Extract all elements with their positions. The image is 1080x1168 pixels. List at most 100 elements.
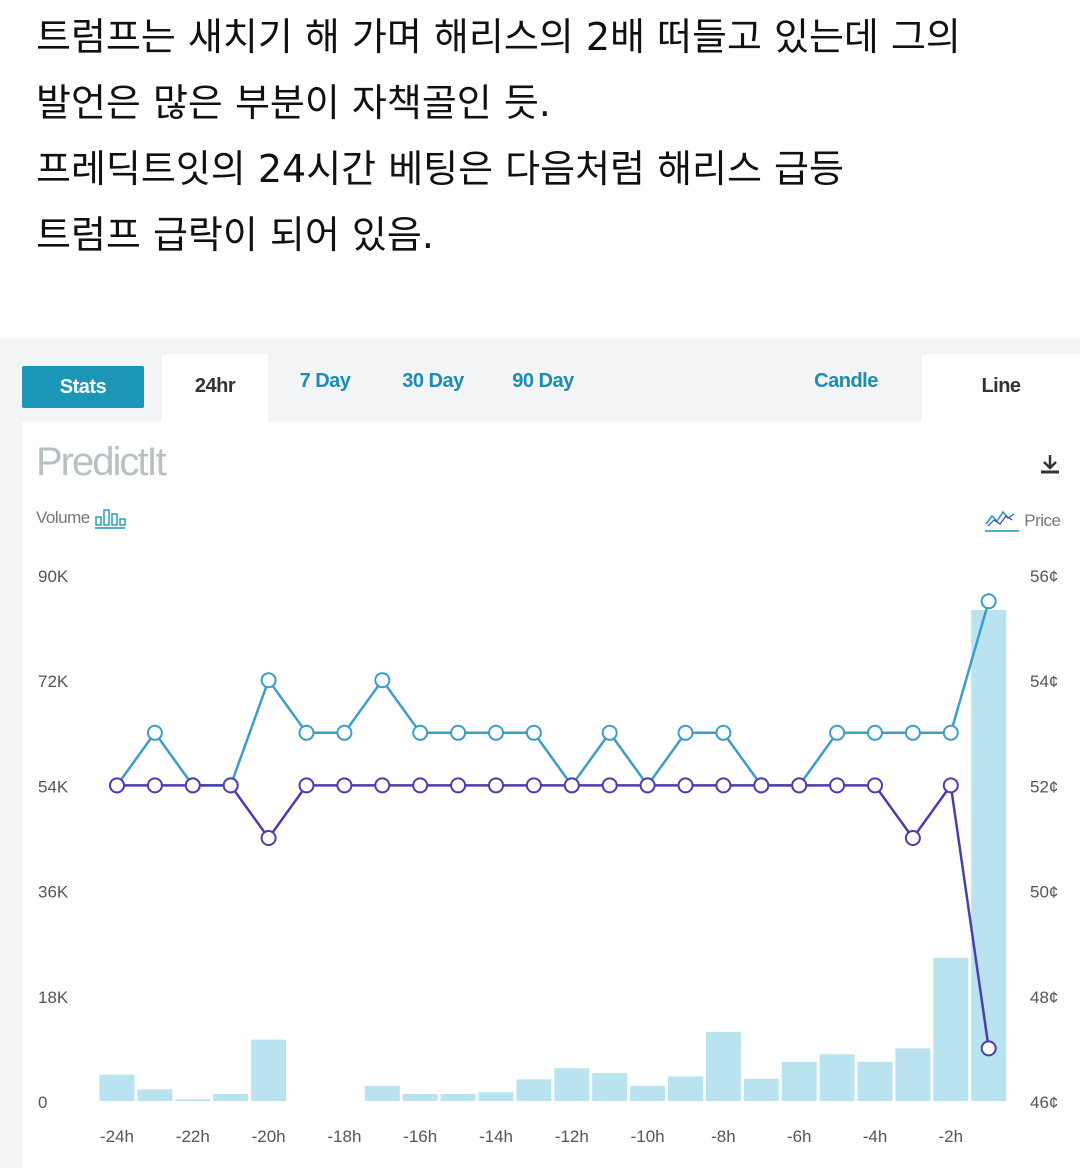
volume-legend-label: Volume bbox=[36, 508, 90, 527]
price-point bbox=[639, 777, 656, 794]
volume-bar bbox=[857, 1061, 893, 1101]
price-legend-label: Price bbox=[1024, 511, 1061, 530]
volume-bar bbox=[175, 1099, 211, 1101]
price-point bbox=[904, 724, 921, 741]
volume-bar bbox=[705, 1032, 741, 1101]
price-point bbox=[146, 724, 163, 741]
price-point bbox=[146, 777, 163, 794]
price-point bbox=[260, 672, 277, 689]
price-point bbox=[260, 830, 277, 846]
price-point bbox=[450, 724, 467, 741]
volume-bar bbox=[402, 1093, 438, 1101]
volume-bar bbox=[554, 1068, 590, 1101]
price-point bbox=[412, 777, 429, 794]
time-axis-tick-label: -18h bbox=[327, 1127, 361, 1146]
volume-bar bbox=[251, 1039, 287, 1101]
post-line-5: 트럼프 급락이 되어 있음. bbox=[36, 213, 434, 257]
price-point bbox=[942, 777, 959, 794]
price-point bbox=[867, 777, 883, 794]
price-point bbox=[791, 777, 808, 794]
post-line-1: 트럼프는 새치기 해 가며 해리스의 2배 떠들고 있는데 그의 bbox=[36, 15, 961, 59]
price-point bbox=[867, 724, 883, 741]
price-point bbox=[298, 724, 315, 741]
post-line-2: 발언은 많은 부분이 자책골인 듯. bbox=[36, 81, 551, 125]
time-axis-tick-label: -6h bbox=[787, 1127, 812, 1146]
download-icon-glyph bbox=[1041, 455, 1059, 474]
price-series-line bbox=[115, 600, 990, 788]
price-point bbox=[222, 777, 239, 794]
download-icon[interactable] bbox=[1038, 452, 1062, 484]
price-point bbox=[336, 724, 353, 741]
price-point bbox=[601, 724, 618, 741]
price-point bbox=[677, 724, 694, 741]
price-point bbox=[980, 593, 997, 610]
time-axis-tick-label: -14h bbox=[479, 1127, 513, 1146]
tab-line[interactable]: Line bbox=[922, 354, 1080, 422]
time-axis-tick-label: -4h bbox=[863, 1127, 888, 1146]
price-point bbox=[336, 777, 353, 794]
volume-bar bbox=[971, 610, 1007, 1101]
tab-90-day[interactable]: 90 Day bbox=[512, 370, 574, 392]
price-point bbox=[753, 777, 770, 794]
volume-axis-tick-label: 54K bbox=[38, 777, 69, 796]
price-point bbox=[488, 777, 504, 794]
volume-bar bbox=[478, 1092, 514, 1101]
time-axis-tick-label: -22h bbox=[176, 1127, 210, 1146]
volume-bar bbox=[364, 1085, 400, 1101]
price-point bbox=[488, 724, 504, 741]
volume-bar bbox=[781, 1061, 817, 1101]
price-axis-tick-label: 52¢ bbox=[1030, 777, 1058, 796]
price-point bbox=[715, 724, 732, 741]
tab-30-day[interactable]: 30 Day bbox=[402, 370, 464, 392]
price-series-line bbox=[117, 782, 990, 1049]
predictit-widget: Stats 24hr 7 Day 30 Day 90 Day Candle Li… bbox=[0, 338, 1080, 1168]
bar-chart-icon bbox=[94, 509, 126, 529]
price-point bbox=[601, 777, 618, 794]
price-point bbox=[525, 724, 542, 741]
price-point bbox=[904, 830, 921, 846]
volume-bar bbox=[516, 1079, 552, 1101]
volume-bar bbox=[213, 1093, 249, 1101]
price-point bbox=[450, 777, 467, 794]
price-axis-tick-label: 56¢ bbox=[1030, 567, 1058, 586]
volume-axis-tick-label: 36K bbox=[38, 883, 69, 902]
tab-candle[interactable]: Candle bbox=[814, 370, 878, 392]
volume-axis-tick-label: 0 bbox=[38, 1093, 47, 1112]
price-point bbox=[374, 777, 391, 794]
volume-bar bbox=[630, 1085, 666, 1101]
line-chart-icon bbox=[985, 510, 1019, 532]
volume-bar bbox=[440, 1093, 476, 1101]
volume-bar bbox=[895, 1048, 931, 1101]
price-point bbox=[109, 777, 125, 794]
price-point bbox=[374, 672, 391, 689]
volume-bar bbox=[743, 1078, 779, 1101]
price-point bbox=[563, 777, 580, 794]
volume-axis-tick-label: 90K bbox=[38, 567, 69, 586]
predictit-logo: PredictIt bbox=[36, 440, 167, 484]
price-axis-tick-label: 46¢ bbox=[1030, 1093, 1058, 1112]
volume-bar bbox=[819, 1054, 855, 1101]
price-axis-tick-label: 50¢ bbox=[1030, 883, 1058, 902]
price-point bbox=[677, 777, 694, 794]
price-point bbox=[298, 777, 315, 794]
time-axis-tick-label: -20h bbox=[252, 1127, 286, 1146]
volume-bar bbox=[99, 1074, 135, 1101]
volume-axis-tick-label: 18K bbox=[38, 988, 69, 1007]
time-axis-tick-label: -12h bbox=[555, 1127, 589, 1146]
chart-panel bbox=[22, 422, 1080, 1168]
time-axis-tick-label: -24h bbox=[100, 1127, 134, 1146]
volume-legend: Volume bbox=[36, 507, 126, 529]
post-text: 트럼프는 새치기 해 가며 해리스의 2배 떠들고 있는데 그의 발언은 많은 … bbox=[36, 0, 1056, 268]
volume-bar bbox=[933, 957, 969, 1101]
post-line-4: 프레딕트잇의 24시간 베팅은 다음처럼 해리스 급등 bbox=[36, 147, 844, 191]
price-axis-tick-label: 48¢ bbox=[1030, 988, 1058, 1007]
tab-24hr[interactable]: 24hr bbox=[162, 354, 268, 422]
tab-7-day[interactable]: 7 Day bbox=[299, 370, 351, 392]
time-axis-tick-label: -10h bbox=[631, 1127, 665, 1146]
tab-stats[interactable]: Stats bbox=[22, 366, 144, 408]
price-point bbox=[942, 724, 959, 741]
price-point bbox=[184, 777, 201, 794]
volume-axis-tick-label: 72K bbox=[38, 672, 69, 691]
price-point bbox=[980, 1040, 997, 1057]
volume-bar bbox=[592, 1072, 628, 1101]
